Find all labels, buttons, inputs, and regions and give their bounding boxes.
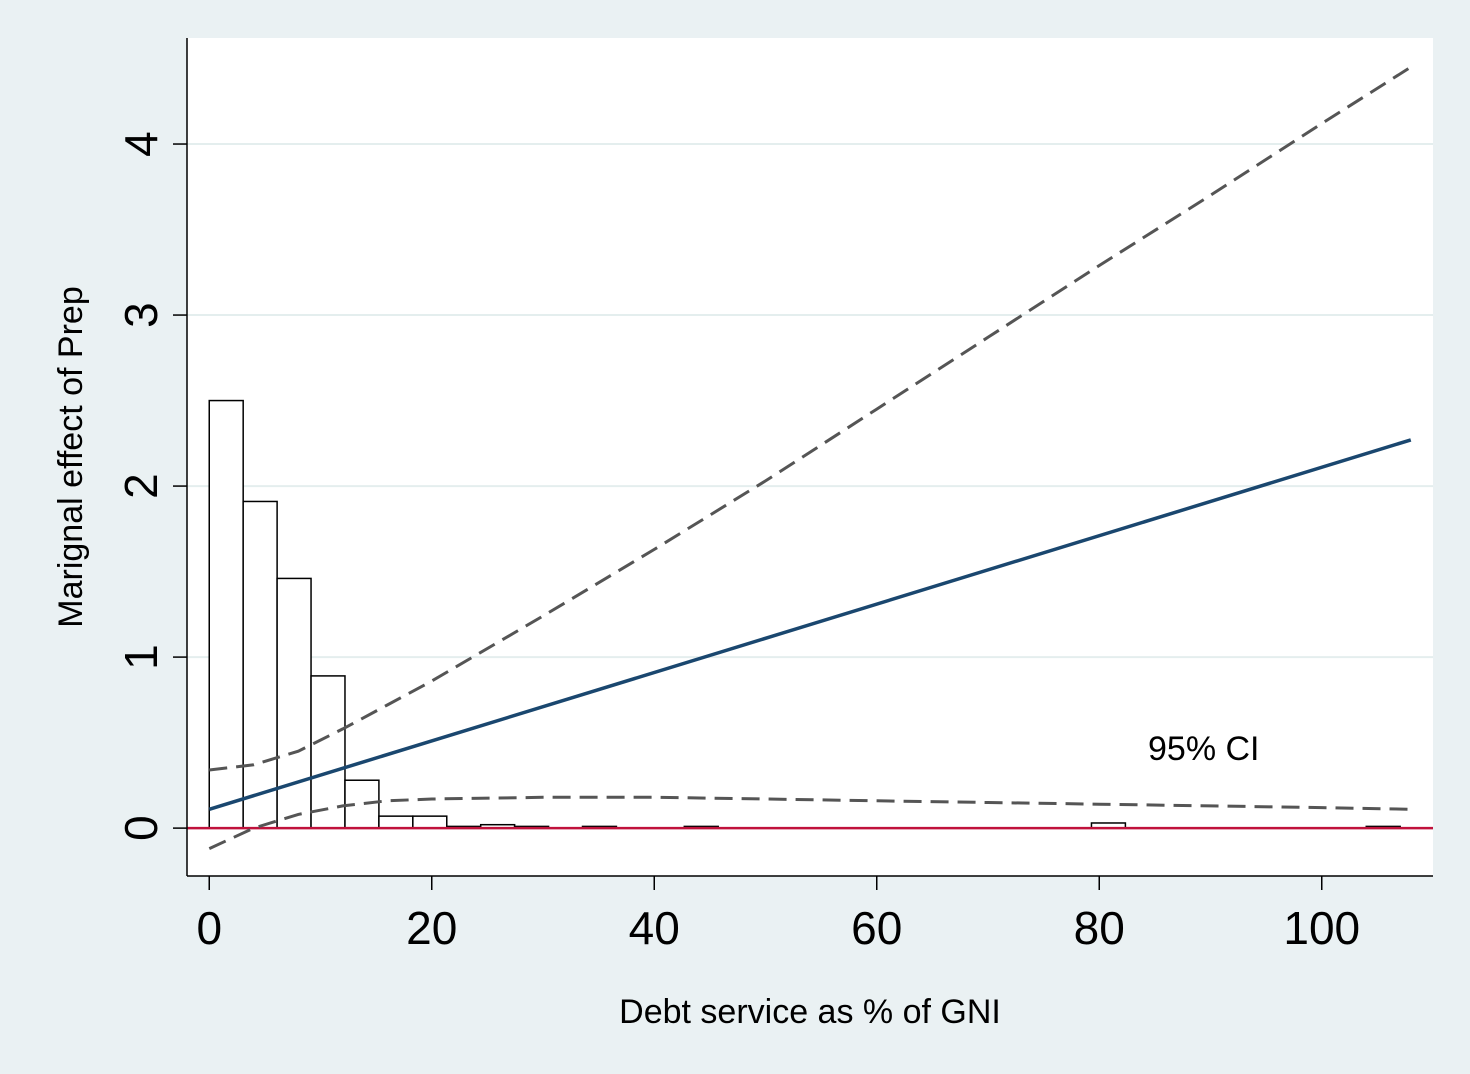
x-axis-label: Debt service as % of GNI (619, 993, 1001, 1031)
x-tick-label: 60 (851, 902, 902, 954)
ci-upper-line (209, 65, 1412, 772)
x-ticks: 0 20 40 60 80 100 (196, 876, 1360, 954)
y-axis-label: Marignal effect of Prep (52, 286, 90, 627)
ci-lower-line (208, 795, 1411, 850)
histogram-bar (242, 500, 278, 829)
grid-lines (187, 143, 1433, 659)
y-tick-label: 0 (115, 815, 167, 841)
ci-annotation: 95% CI (1148, 730, 1260, 768)
y-tick-label: 3 (115, 302, 167, 328)
histogram-bar (310, 675, 346, 829)
x-tick-label: 40 (629, 902, 680, 954)
plot-area (187, 38, 1433, 876)
y-tick-label: 2 (115, 473, 167, 499)
y-tick-label: 1 (115, 644, 167, 670)
x-tick-label: 0 (196, 902, 222, 954)
histogram-bar (412, 815, 448, 829)
y-tick-label: 4 (115, 131, 167, 157)
marginal-effect-line (208, 438, 1412, 811)
axes (186, 38, 1433, 877)
y-ticks: 0 1 2 3 4 (115, 131, 187, 841)
x-tick-label: 80 (1074, 902, 1125, 954)
series-lines (208, 65, 1412, 850)
histogram-bar (276, 577, 312, 829)
x-tick-label: 20 (406, 902, 457, 954)
histogram-bar (378, 815, 414, 829)
x-tick-label: 100 (1283, 902, 1360, 954)
histogram-bar (208, 399, 244, 829)
